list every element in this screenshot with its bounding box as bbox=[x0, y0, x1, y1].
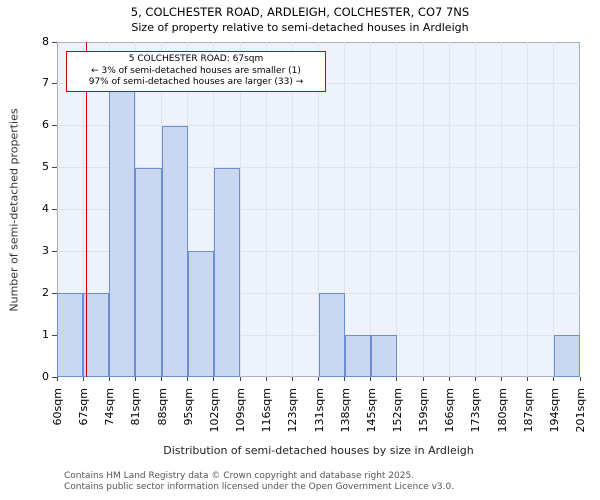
v-gridline bbox=[396, 42, 398, 377]
x-tick-label-text: 88sqm bbox=[155, 388, 169, 426]
v-gridline bbox=[265, 42, 267, 377]
bar bbox=[161, 125, 188, 377]
x-tick-label-text: 194sqm bbox=[547, 388, 561, 433]
x-tick-mark bbox=[422, 377, 424, 381]
x-tick-mark bbox=[56, 377, 58, 381]
x-tick-mark bbox=[265, 377, 267, 381]
x-tick-label-text: 60sqm bbox=[51, 388, 64, 426]
x-tick-mark bbox=[501, 377, 503, 381]
y-tick-label: 6 bbox=[42, 118, 49, 132]
x-tick-mark bbox=[134, 377, 136, 381]
footer-attribution-1: Contains HM Land Registry data © Crown c… bbox=[64, 471, 415, 481]
v-gridline bbox=[239, 42, 241, 377]
x-tick-label-text: 109sqm bbox=[234, 388, 248, 433]
x-tick-label-text: 123sqm bbox=[286, 388, 300, 433]
bar bbox=[213, 167, 241, 377]
x-tick-label-text: 95sqm bbox=[181, 388, 195, 426]
x-tick-label-text: 145sqm bbox=[364, 388, 378, 433]
x-tick-label-text: 152sqm bbox=[390, 388, 404, 433]
bar bbox=[370, 335, 397, 377]
v-gridline bbox=[318, 42, 319, 377]
x-tick-mark bbox=[187, 377, 189, 381]
y-tick-mark bbox=[52, 125, 57, 127]
x-tick-mark bbox=[82, 377, 84, 381]
bar bbox=[553, 335, 580, 377]
x-tick-label-text: 67sqm bbox=[77, 388, 91, 426]
y-tick-mark bbox=[52, 209, 57, 210]
v-gridline bbox=[553, 42, 555, 377]
x-tick-mark bbox=[239, 377, 241, 381]
x-tick-mark bbox=[344, 377, 346, 381]
bar bbox=[344, 335, 371, 377]
x-tick-label-text: 102sqm bbox=[207, 388, 221, 433]
v-gridline bbox=[344, 42, 346, 377]
bar bbox=[57, 293, 84, 377]
v-gridline bbox=[187, 42, 189, 377]
x-tick-mark bbox=[213, 377, 215, 381]
x-tick-label-text: 138sqm bbox=[338, 388, 352, 433]
x-tick-label-text: 81sqm bbox=[129, 388, 143, 426]
v-gridline bbox=[527, 42, 529, 377]
x-tick-mark bbox=[448, 377, 450, 381]
chart-title: 5, COLCHESTER ROAD, ARDLEIGH, COLCHESTER… bbox=[130, 5, 470, 19]
x-tick-mark bbox=[553, 377, 555, 381]
y-tick-label: 4 bbox=[42, 202, 49, 215]
x-tick-label-text: 180sqm bbox=[495, 388, 509, 433]
bar bbox=[187, 251, 214, 377]
bar bbox=[109, 83, 136, 377]
v-gridline bbox=[82, 42, 84, 377]
x-tick-label-text: 173sqm bbox=[469, 388, 483, 433]
annotation-title: 5 COLCHESTER ROAD: 67sqm bbox=[128, 54, 264, 64]
x-tick-mark bbox=[291, 377, 293, 381]
x-tick-mark bbox=[318, 377, 319, 381]
chart-subtitle: Size of property relative to semi-detach… bbox=[131, 21, 469, 34]
x-tick-label-text: 116sqm bbox=[260, 388, 274, 433]
v-gridline bbox=[501, 42, 503, 377]
y-tick-label: 5 bbox=[42, 160, 49, 174]
footer-attribution-2: Contains public sector information licen… bbox=[64, 482, 455, 492]
v-gridline bbox=[370, 42, 372, 377]
y-tick-label: 1 bbox=[42, 327, 49, 341]
y-tick-label: 7 bbox=[42, 76, 49, 90]
v-gridline bbox=[448, 42, 450, 377]
bar bbox=[318, 293, 345, 377]
annotation-larger-text: 97% of semi-detached houses are larger (… bbox=[88, 77, 304, 88]
x-tick-mark bbox=[527, 377, 529, 381]
x-tick-mark bbox=[370, 377, 372, 381]
x-tick-mark bbox=[579, 377, 581, 381]
y-tick-mark bbox=[52, 167, 57, 169]
x-tick-mark bbox=[396, 377, 398, 381]
v-gridline bbox=[474, 42, 476, 377]
bar bbox=[135, 167, 162, 377]
property-marker-line bbox=[85, 42, 88, 377]
x-axis-label: Distribution of semi-detached houses by … bbox=[163, 444, 474, 457]
y-tick-mark bbox=[52, 83, 57, 85]
x-tick-mark bbox=[474, 377, 476, 381]
x-tick-label-text: 201sqm bbox=[574, 388, 587, 433]
property-annotation-box: 5 COLCHESTER ROAD: 67sqm ← 3% of semi-de… bbox=[66, 51, 326, 93]
y-tick-mark bbox=[52, 292, 57, 294]
v-gridline bbox=[291, 42, 293, 377]
x-tick-label-text: 187sqm bbox=[521, 388, 535, 433]
y-axis-label: Number of semi-detached properties bbox=[7, 108, 21, 312]
v-gridline bbox=[422, 42, 424, 377]
y-tick-label: 2 bbox=[42, 285, 49, 299]
y-tick-mark bbox=[52, 334, 57, 336]
bar bbox=[83, 293, 110, 377]
y-tick-mark bbox=[52, 41, 57, 43]
x-tick-mark bbox=[108, 377, 110, 381]
x-tick-mark bbox=[161, 377, 163, 381]
y-tick-label: 3 bbox=[42, 243, 49, 257]
y-tick-label: 8 bbox=[42, 34, 49, 48]
y-tick-label: 0 bbox=[42, 369, 49, 383]
y-tick-mark bbox=[52, 376, 57, 378]
x-tick-label-text: 159sqm bbox=[417, 388, 431, 433]
y-tick-mark bbox=[52, 250, 57, 252]
x-tick-label-text: 166sqm bbox=[443, 388, 457, 433]
x-tick-label-text: 74sqm bbox=[103, 388, 117, 426]
x-tick-label-text: 131sqm bbox=[312, 388, 326, 433]
annotation-smaller-text: ← 3% of semi-detached houses are smaller… bbox=[91, 65, 301, 76]
